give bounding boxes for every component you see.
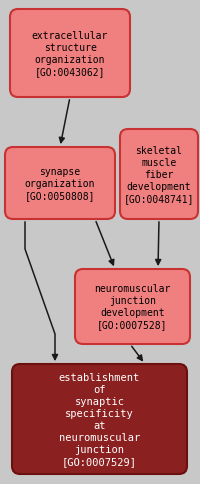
Text: skeletal
muscle
fiber
development
[GO:0048741]: skeletal muscle fiber development [GO:00… [123, 146, 193, 204]
FancyBboxPatch shape [12, 364, 186, 474]
Text: synapse
organization
[GO:0050808]: synapse organization [GO:0050808] [25, 166, 95, 200]
Text: establishment
of
synaptic
specificity
at
neuromuscular
junction
[GO:0007529]: establishment of synaptic specificity at… [59, 372, 139, 466]
Text: neuromuscular
junction
development
[GO:0007528]: neuromuscular junction development [GO:0… [94, 284, 170, 330]
FancyBboxPatch shape [5, 148, 114, 220]
FancyBboxPatch shape [75, 270, 189, 344]
Text: extracellular
structure
organization
[GO:0043062]: extracellular structure organization [GO… [32, 31, 108, 77]
FancyBboxPatch shape [119, 130, 197, 220]
FancyBboxPatch shape [10, 10, 129, 98]
